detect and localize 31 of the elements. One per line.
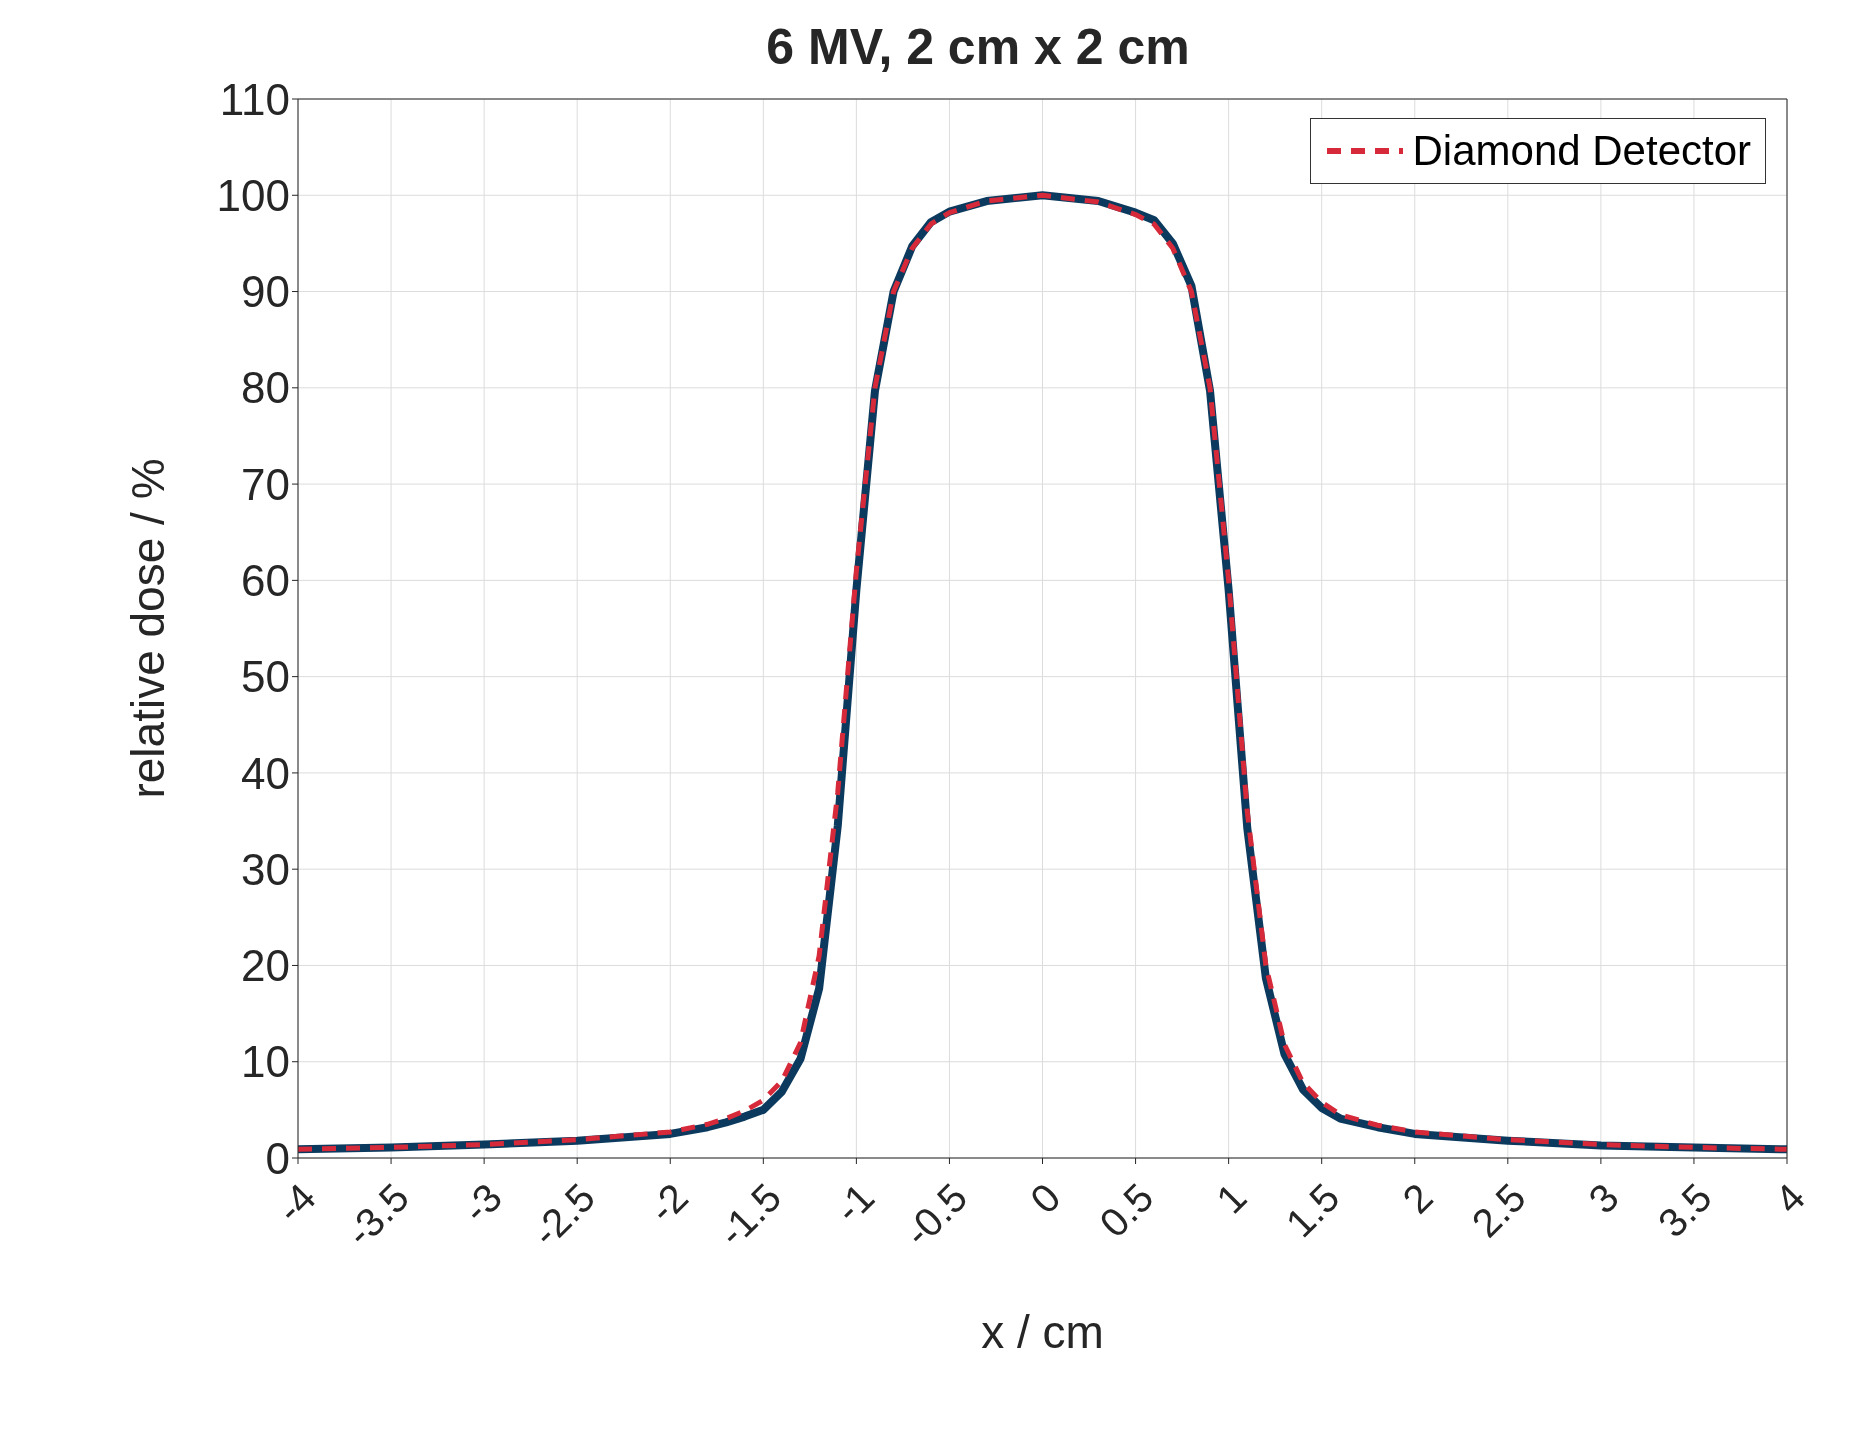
y-tick-label: 80 [241,363,290,413]
x-tick-label: 1 [1207,1174,1255,1222]
x-tick-label: -1.5 [709,1174,790,1255]
chart-title: 6 MV, 2 cm x 2 cm [765,18,1191,76]
x-tick-label: -2.5 [523,1174,604,1255]
y-tick-label: 100 [216,170,290,220]
y-tick-label: 40 [241,748,290,798]
x-tick-label: 4 [1766,1174,1814,1222]
x-tick-label: 3 [1580,1174,1627,1222]
x-tick-label: 2 [1393,1174,1441,1222]
x-tick-label: -3 [453,1174,511,1232]
y-tick-label: 60 [241,555,290,605]
x-tick-label: -1 [826,1174,883,1232]
y-tick-label: 20 [241,941,290,991]
y-tick-label: 110 [219,74,290,124]
x-tick-label: 3.5 [1649,1174,1720,1246]
y-tick-label: 50 [241,652,290,702]
y-tick-label: 30 [241,844,290,894]
x-tick-label: -2 [640,1174,697,1232]
y-tick-label: 70 [241,459,290,509]
x-tick-label: -0.5 [895,1174,976,1255]
y-tick-label: 10 [241,1037,290,1087]
x-tick-label: 2.5 [1463,1174,1534,1246]
x-tick-label: 0.5 [1091,1174,1162,1246]
x-tick-label: -3.5 [337,1174,418,1255]
legend-label: Diamond Detector [1412,127,1751,175]
x-tick-label: 1.5 [1277,1174,1348,1246]
y-axis-title: relative dose / % [122,458,175,799]
x-tick-label: 0 [1021,1174,1069,1222]
y-tick-label: 90 [241,267,290,317]
x-axis-title: x / cm [981,1306,1104,1358]
